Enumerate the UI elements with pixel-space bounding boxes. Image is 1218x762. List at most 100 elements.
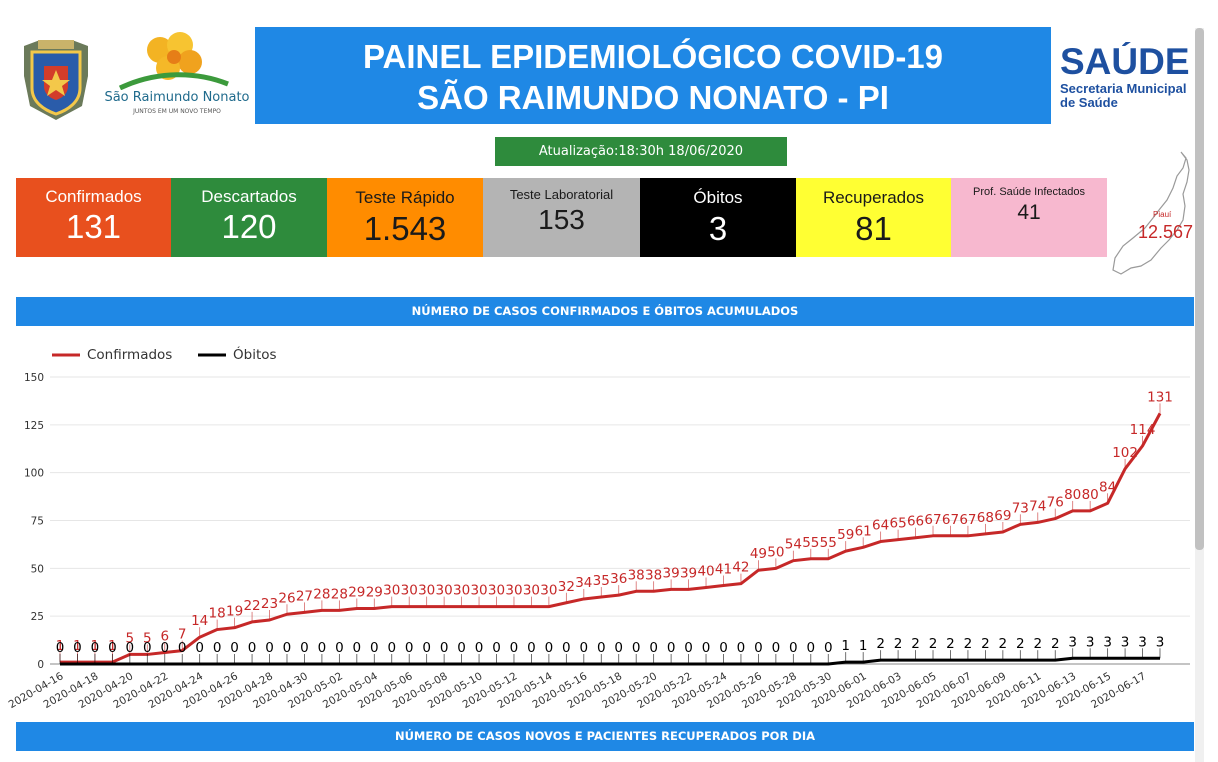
update-timestamp-badge: Atualização:18:30h 18/06/2020 bbox=[495, 137, 787, 166]
data-label-obitos: 0 bbox=[91, 640, 100, 656]
card-teste-rapido-label: Teste Rápido bbox=[355, 188, 455, 207]
data-label-confirmados: 1 bbox=[56, 638, 65, 654]
data-label-confirmados: 55 bbox=[802, 535, 819, 551]
data-label-confirmados: 34 bbox=[575, 575, 592, 591]
card-prof-saude-infectados-label: Prof. Saúde Infectados bbox=[973, 186, 1085, 198]
data-label-confirmados: 67 bbox=[942, 512, 959, 528]
card-descartados-label: Descartados bbox=[201, 187, 297, 206]
data-label-confirmados: 42 bbox=[732, 560, 749, 576]
data-label-confirmados: 68 bbox=[977, 510, 994, 526]
data-label-obitos: 0 bbox=[510, 640, 519, 656]
flower-icon bbox=[118, 32, 229, 91]
data-label-confirmados: 5 bbox=[126, 630, 135, 646]
data-label-obitos: 0 bbox=[824, 640, 833, 656]
data-label-obitos: 0 bbox=[126, 640, 135, 656]
data-label-obitos: 0 bbox=[56, 640, 65, 656]
data-label-obitos: 0 bbox=[475, 640, 484, 656]
card-confirmados-label: Confirmados bbox=[45, 187, 142, 206]
saude-logo-title: SAÚDE bbox=[1060, 42, 1190, 82]
header-banner: PAINEL EPIDEMIOLÓGICO COVID-19 SÃO RAIMU… bbox=[255, 27, 1051, 124]
data-label-obitos: 0 bbox=[527, 640, 536, 656]
data-label-confirmados: 5 bbox=[143, 630, 152, 646]
data-label-confirmados: 30 bbox=[436, 583, 453, 599]
data-label-confirmados: 28 bbox=[331, 586, 348, 602]
data-label-obitos: 0 bbox=[597, 640, 606, 656]
data-label-confirmados: 39 bbox=[680, 565, 697, 581]
page-title-line2: SÃO RAIMUNDO NONATO - PI bbox=[417, 79, 889, 116]
data-label-confirmados: 67 bbox=[959, 512, 976, 528]
card-teste-laboratorial-label: Teste Laboratorial bbox=[509, 187, 614, 202]
data-label-obitos: 3 bbox=[1138, 634, 1147, 650]
city-logo: São Raimundo Nonato JUNTOS EM UM NOVO TE… bbox=[98, 30, 256, 122]
data-label-obitos: 0 bbox=[248, 640, 257, 656]
data-label-confirmados: 32 bbox=[558, 579, 575, 595]
data-label-obitos: 0 bbox=[265, 640, 274, 656]
data-label-confirmados: 69 bbox=[994, 508, 1011, 524]
data-label-obitos: 0 bbox=[702, 640, 711, 656]
data-label-obitos: 2 bbox=[1033, 636, 1042, 652]
data-label-obitos: 2 bbox=[946, 636, 955, 652]
data-label-confirmados: 30 bbox=[401, 583, 418, 599]
data-label-confirmados: 114 bbox=[1130, 422, 1156, 438]
y-tick-label: 125 bbox=[24, 420, 44, 432]
y-tick-label: 150 bbox=[24, 372, 44, 384]
card-teste-laboratorial-value: 153 bbox=[538, 204, 585, 235]
data-label-confirmados: 80 bbox=[1064, 487, 1081, 503]
chart-grid bbox=[50, 376, 1190, 665]
series-line-obitos bbox=[60, 656, 1160, 666]
data-label-confirmados: 49 bbox=[750, 546, 767, 562]
city-logo-name: São Raimundo Nonato bbox=[104, 90, 250, 105]
piaui-map-shape bbox=[1112, 151, 1190, 275]
data-label-obitos: 0 bbox=[195, 640, 204, 656]
data-label-confirmados: 6 bbox=[160, 629, 169, 645]
data-label-obitos: 0 bbox=[667, 640, 676, 656]
page-title-line1: PAINEL EPIDEMIOLÓGICO COVID-19 bbox=[362, 38, 944, 75]
data-label-obitos: 0 bbox=[353, 640, 362, 656]
data-label-obitos: 0 bbox=[108, 640, 117, 656]
data-label-confirmados: 36 bbox=[610, 571, 627, 587]
data-label-confirmados: 29 bbox=[348, 585, 365, 601]
data-label-obitos: 0 bbox=[632, 640, 641, 656]
data-label-obitos: 3 bbox=[1121, 634, 1130, 650]
card-confirmados: Confirmados 131 bbox=[16, 178, 171, 257]
data-label-confirmados: 80 bbox=[1082, 487, 1099, 503]
data-label-obitos: 0 bbox=[580, 640, 589, 656]
card-descartados-value: 120 bbox=[221, 208, 277, 245]
legend-obitos-label[interactable]: Óbitos bbox=[233, 345, 277, 363]
data-label-confirmados: 30 bbox=[523, 583, 540, 599]
data-label-obitos: 3 bbox=[1156, 634, 1165, 650]
data-label-confirmados: 55 bbox=[820, 535, 837, 551]
data-label-confirmados: 54 bbox=[785, 537, 802, 553]
chart-data-labels: 1 1 1 1 5 5 6 714 18 19 22 23 26 27 28 28 29 29 30 30 30 30 30… bbox=[56, 389, 1173, 664]
card-descartados: Descartados 120 bbox=[171, 178, 327, 257]
data-label-obitos: 0 bbox=[440, 640, 449, 656]
y-tick-label: 0 bbox=[37, 659, 44, 671]
data-label-confirmados: 102 bbox=[1112, 445, 1138, 461]
page-scrollbar-thumb[interactable] bbox=[1195, 28, 1204, 550]
data-label-confirmados: 39 bbox=[663, 565, 680, 581]
data-label-confirmados: 30 bbox=[488, 583, 505, 599]
card-obitos-value: 3 bbox=[708, 210, 728, 247]
data-label-obitos: 0 bbox=[230, 640, 239, 656]
card-prof-saude-infectados: Prof. Saúde Infectados 41 bbox=[951, 178, 1107, 257]
card-recuperados: Recuperados 81 bbox=[796, 178, 951, 257]
data-label-confirmados: 30 bbox=[505, 583, 522, 599]
chart-x-axis: 2020-04-162020-04-182020-04-202020-04-22… bbox=[7, 670, 1148, 711]
data-label-confirmados: 50 bbox=[767, 544, 784, 560]
card-recuperados-value: 81 bbox=[855, 210, 892, 247]
data-label-confirmados: 30 bbox=[418, 583, 435, 599]
data-label-confirmados: 64 bbox=[872, 518, 889, 534]
data-label-obitos: 0 bbox=[649, 640, 658, 656]
data-label-confirmados: 1 bbox=[108, 638, 117, 654]
card-recuperados-label: Recuperados bbox=[822, 188, 925, 207]
data-label-confirmados: 14 bbox=[191, 613, 208, 629]
data-label-confirmados: 30 bbox=[383, 583, 400, 599]
data-label-confirmados: 29 bbox=[366, 585, 383, 601]
chart-series bbox=[60, 412, 1162, 666]
card-obitos: Óbitos 3 bbox=[640, 178, 796, 257]
coat-of-arms-logo bbox=[16, 36, 96, 124]
data-label-obitos: 2 bbox=[1051, 636, 1060, 652]
card-teste-rapido-value: 1.543 bbox=[363, 210, 447, 247]
legend-confirmados-label[interactable]: Confirmados bbox=[87, 347, 172, 363]
